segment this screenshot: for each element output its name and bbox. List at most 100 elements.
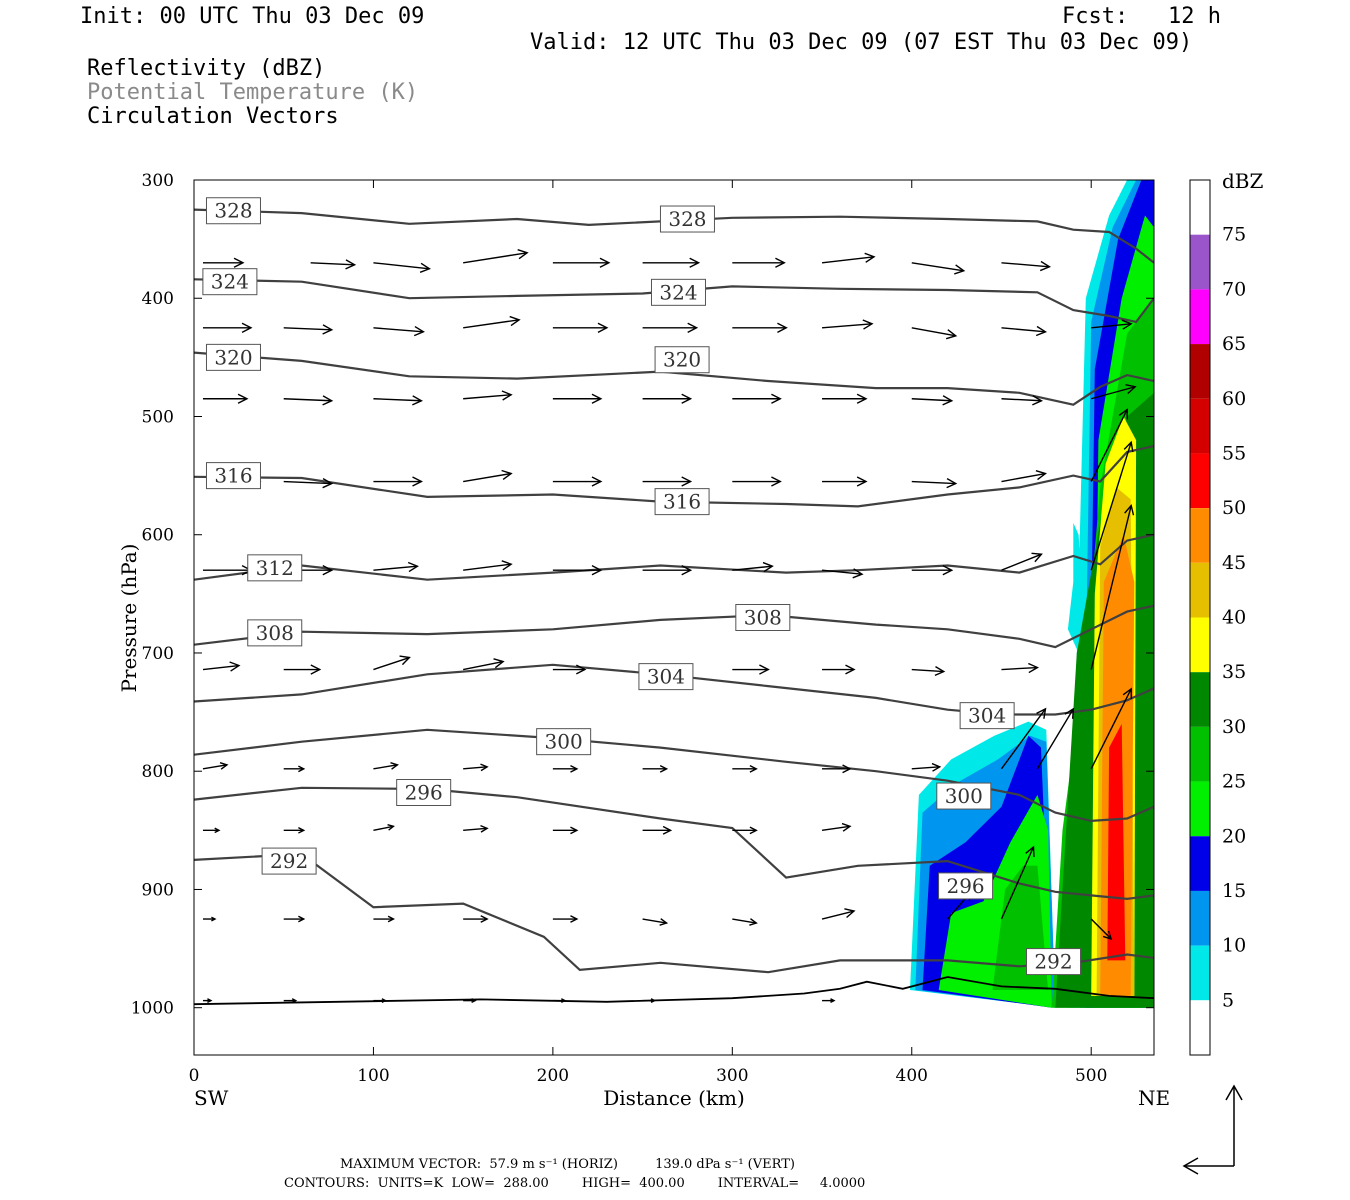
colorbar-swatch-14 xyxy=(1190,945,1210,1001)
terrain-line xyxy=(194,976,1154,1006)
circulation-vector-39 xyxy=(822,476,868,487)
circulation-vector-48 xyxy=(642,565,693,576)
contour-label-316-0: 316 xyxy=(205,462,261,490)
y-axis-title: Pressure (hPa) xyxy=(117,544,141,693)
contour-labels: 328 328 324 324 320 320 316 316 312 308 308 304 304 3… xyxy=(202,197,1082,976)
circulation-vector-76 xyxy=(1090,687,1132,770)
circulation-vector-61 xyxy=(822,664,856,675)
circulation-vector-23 xyxy=(373,395,423,406)
contour-label-296-1: 296 xyxy=(938,872,994,900)
circulation-vector-31 xyxy=(1091,384,1137,400)
theta-contour-312 xyxy=(194,533,1154,581)
contour-label-296-0: 296 xyxy=(396,779,452,806)
colorbar-level-60: 60 xyxy=(1222,388,1246,410)
theta-contour-304 xyxy=(194,663,1154,716)
circulation-vector-72 xyxy=(822,764,852,774)
circulation-vector-51 xyxy=(911,565,954,576)
contour-label-box xyxy=(735,604,791,631)
circulation-vector-58 xyxy=(552,664,587,675)
contour-label-text: 328 xyxy=(214,199,252,223)
contour-label-304-1: 304 xyxy=(959,702,1015,730)
theta-contour-320 xyxy=(194,351,1154,406)
circulation-vector-80 xyxy=(463,824,489,833)
circulation-vector-60 xyxy=(732,664,770,675)
circulation-vector-95 xyxy=(1090,918,1113,941)
contour-label-300-1: 300 xyxy=(936,782,992,810)
y-tick-label-700: 700 xyxy=(142,644,174,664)
colorbar-level-40: 40 xyxy=(1222,607,1246,629)
circulation-vector-7 xyxy=(821,252,876,264)
contour-label-box xyxy=(205,462,261,490)
circulation-vector-70 xyxy=(642,764,669,773)
circulation-vector-38 xyxy=(732,476,782,487)
circulation-vector-25 xyxy=(552,393,603,404)
contour-label-308-1: 308 xyxy=(735,604,791,631)
ground-line xyxy=(194,976,1154,1006)
colorbar-level-5: 5 xyxy=(1222,989,1234,1011)
x-axis-title: Distance (km) xyxy=(603,1086,745,1110)
circulation-vector-17 xyxy=(821,319,874,330)
circulation-vector-64 xyxy=(1090,504,1135,670)
x-tick-label-400: 400 xyxy=(896,1066,928,1086)
theta-contour-308 xyxy=(194,604,1154,649)
colorbar-level-50: 50 xyxy=(1222,497,1246,519)
colorbar-level-30: 30 xyxy=(1222,716,1246,738)
y-tick-label-300: 300 xyxy=(142,171,174,191)
colorbar-level-20: 20 xyxy=(1222,825,1246,847)
contour-label-box xyxy=(247,619,303,647)
forecast-hour-label: Fcst: 12 h xyxy=(1062,4,1221,29)
circulation-vector-86 xyxy=(283,915,306,923)
circulation-vector-16 xyxy=(732,322,788,333)
reference-vector-icon xyxy=(1182,1084,1243,1175)
colorbar-swatch-4 xyxy=(1190,398,1210,454)
circulation-vector-21 xyxy=(202,393,249,404)
circulation-vector-0 xyxy=(202,257,245,268)
contour-label-box xyxy=(654,488,710,516)
circulation-vector-97 xyxy=(283,998,298,1004)
circulation-vector-47 xyxy=(552,565,603,576)
colorbar-level-55: 55 xyxy=(1222,442,1246,464)
y-tick-label-900: 900 xyxy=(142,880,174,900)
contour-label-text: 320 xyxy=(214,345,252,369)
circulation-vector-24 xyxy=(463,390,513,401)
circulation-vector-87 xyxy=(373,915,395,923)
circulation-vector-54 xyxy=(202,661,241,672)
circulation-vector-69 xyxy=(552,764,579,773)
contour-label-text: 312 xyxy=(256,556,294,580)
theta-contour-300 xyxy=(194,728,1154,823)
circulation-vector-53 xyxy=(1090,440,1134,571)
colorbar-swatch-0 xyxy=(1190,180,1210,235)
circulation-vector-27 xyxy=(732,393,782,404)
contour-label-text: 316 xyxy=(663,490,701,514)
circulation-vector-36 xyxy=(552,476,603,487)
circulation-vector-67 xyxy=(373,761,399,770)
circulation-vector-68 xyxy=(463,763,489,772)
circulation-vector-99 xyxy=(463,998,477,1004)
circulation-vector-83 xyxy=(732,826,758,835)
circulation-vector-8 xyxy=(911,262,966,275)
circulation-vector-43 xyxy=(202,565,253,576)
circulation-vector-45 xyxy=(373,561,419,573)
contour-label-text: 296 xyxy=(405,781,443,805)
contour-label-324-0: 324 xyxy=(202,268,258,296)
plot-frame xyxy=(193,179,1155,1056)
contour-label-text: 292 xyxy=(270,849,308,873)
colorbar-level-10: 10 xyxy=(1222,935,1246,957)
colorbar-swatch-13 xyxy=(1190,890,1210,946)
y-tick-label-600: 600 xyxy=(142,526,174,546)
contour-label-box xyxy=(261,847,317,875)
reflectivity-region-5dbz-2 xyxy=(1067,522,1083,653)
circulation-vector-11 xyxy=(283,324,334,335)
circulation-vector-13 xyxy=(463,315,521,329)
circulation-vector-2 xyxy=(373,262,431,273)
contour-label-328-0: 328 xyxy=(205,197,261,225)
circulation-vector-102 xyxy=(822,998,836,1004)
circulation-vector-94 xyxy=(1000,845,1035,920)
circulation-vector-26 xyxy=(642,393,693,404)
contour-label-324-1: 324 xyxy=(650,278,706,306)
circulation-vector-28 xyxy=(822,393,868,404)
circulation-vector-77 xyxy=(202,827,221,834)
reflectivity-region-50dbz-15 xyxy=(1107,723,1126,961)
contour-label-308-0: 308 xyxy=(247,619,303,647)
